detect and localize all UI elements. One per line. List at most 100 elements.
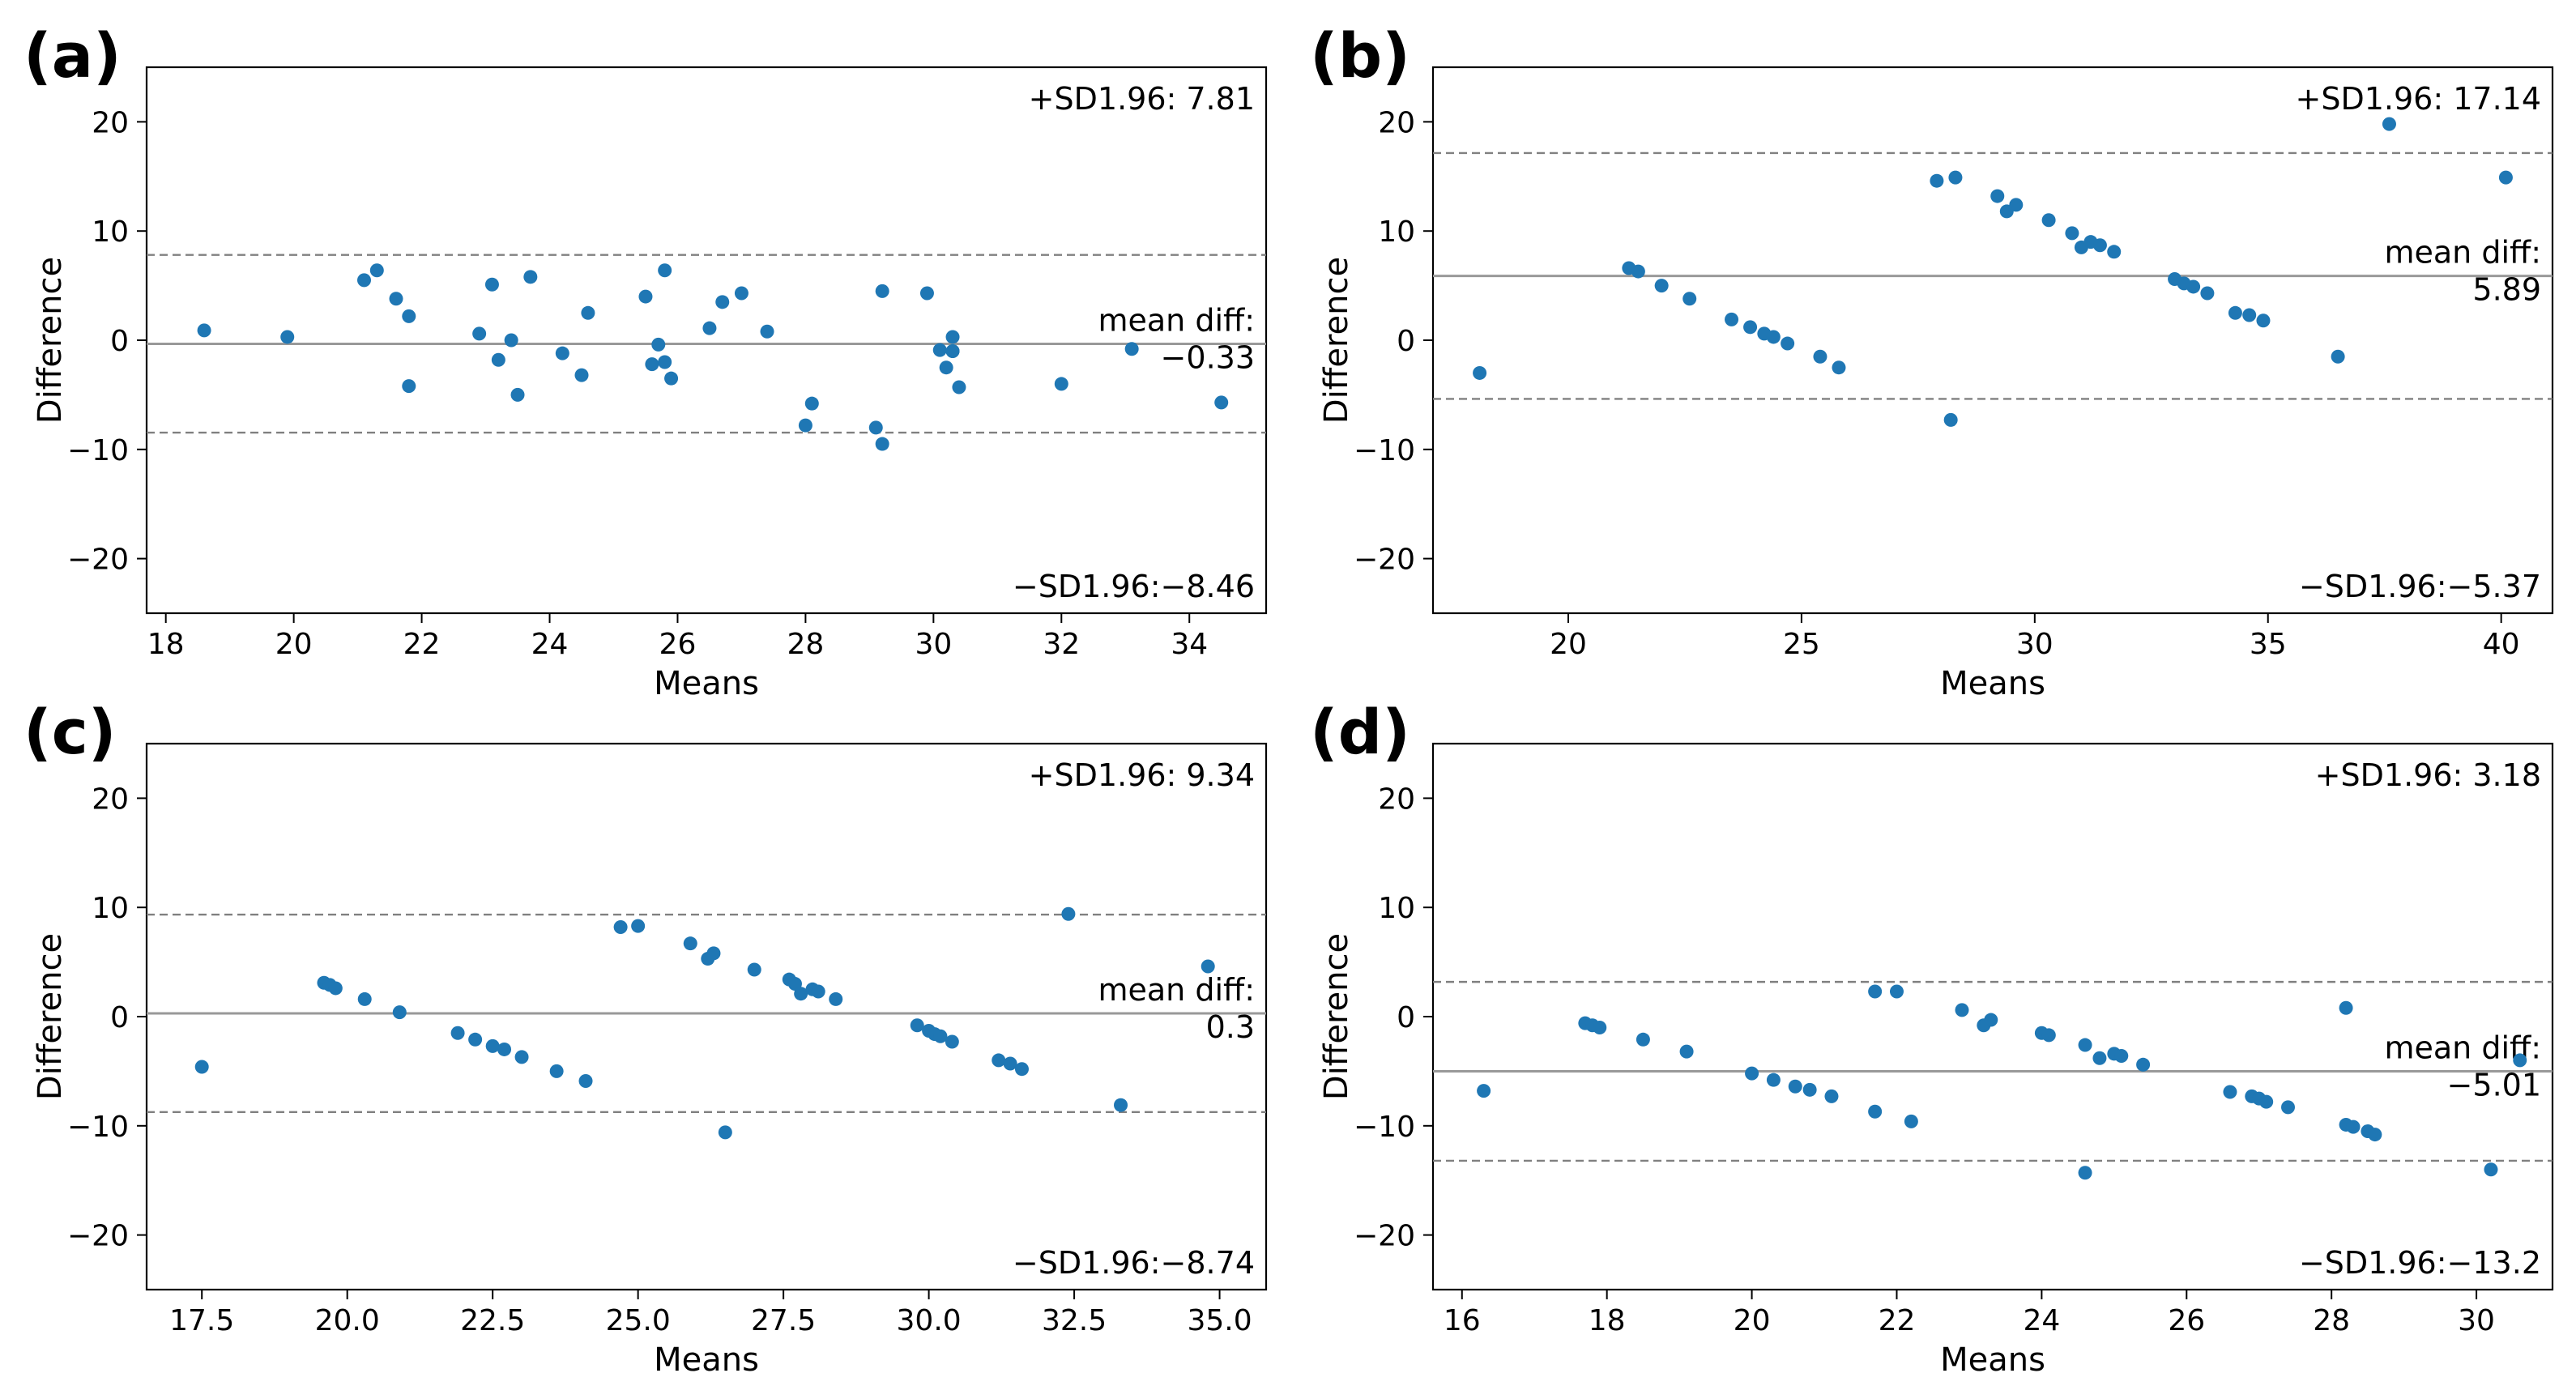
x-tick-label: 35.0: [1187, 1304, 1252, 1337]
x-tick-label: 27.5: [751, 1304, 816, 1337]
panel-label: (a): [23, 19, 122, 92]
x-tick-label: 25: [1783, 628, 1820, 661]
data-point: [683, 936, 697, 951]
data-point: [392, 1005, 407, 1020]
y-tick-label: −10: [67, 1111, 129, 1144]
data-point: [2041, 213, 2056, 228]
data-point: [2092, 1051, 2107, 1065]
data-point: [631, 919, 646, 933]
data-point: [2242, 308, 2257, 322]
data-point: [875, 437, 889, 451]
data-point: [484, 277, 499, 292]
data-point: [389, 292, 403, 306]
data-point: [485, 1038, 500, 1053]
data-point: [1214, 395, 1229, 410]
data-point: [197, 323, 211, 338]
y-tick-label: 10: [92, 215, 129, 249]
data-point: [2484, 1162, 2498, 1177]
x-tick-label: 40: [2483, 628, 2520, 661]
data-point: [2259, 1094, 2274, 1109]
data-point: [450, 1026, 465, 1040]
lower-loa-annotation: −SD1.96:−13.2: [2299, 1245, 2541, 1281]
data-point: [1725, 312, 1739, 326]
y-tick-label: 10: [1378, 892, 1415, 925]
x-axis-label: Means: [1940, 665, 2045, 702]
x-tick-label: 20.0: [315, 1304, 380, 1337]
data-point: [2107, 245, 2122, 259]
data-point: [2114, 1049, 2129, 1064]
data-point: [2228, 305, 2242, 320]
data-point: [514, 1050, 529, 1064]
mean-diff-annotation-value: −0.33: [1161, 339, 1255, 375]
data-point: [2078, 1166, 2092, 1180]
upper-loa-annotation: +SD1.96: 17.14: [2296, 81, 2542, 117]
data-point: [1904, 1114, 1918, 1128]
data-point: [510, 387, 525, 402]
data-point: [875, 284, 889, 298]
data-point: [638, 289, 653, 304]
data-point: [919, 286, 934, 301]
x-axis-label: Means: [654, 1341, 759, 1379]
plot-frame: [145, 742, 1268, 1291]
y-tick-label: 20: [1378, 783, 1415, 816]
data-point: [1930, 173, 1944, 188]
mean-diff-annotation-label: mean diff:: [1098, 972, 1255, 1008]
x-tick-label: 24: [2023, 1304, 2060, 1337]
data-point: [829, 992, 843, 1006]
data-point: [1788, 1079, 1802, 1094]
x-tick-label: 28: [787, 628, 824, 661]
data-point: [1813, 349, 1828, 364]
x-tick-label: 30: [2458, 1304, 2495, 1337]
data-point: [194, 1060, 209, 1074]
panel-label: (d): [1310, 696, 1410, 768]
data-point: [328, 981, 343, 996]
x-tick-label: 18: [1589, 1304, 1626, 1337]
x-tick-label: 22: [403, 628, 441, 661]
data-point: [952, 380, 966, 394]
data-point: [2065, 226, 2079, 241]
x-tick-label: 32.5: [1042, 1304, 1107, 1337]
data-point: [2346, 1119, 2361, 1134]
data-point: [2136, 1057, 2151, 1072]
data-point: [1766, 330, 1781, 344]
data-point: [555, 346, 569, 360]
x-tick-label: 30: [2016, 628, 2054, 661]
data-point: [472, 326, 487, 341]
x-tick-label: 32: [1043, 628, 1080, 661]
x-tick-label: 28: [2313, 1304, 2350, 1337]
data-point: [706, 946, 721, 961]
y-tick-label: −10: [1354, 434, 1415, 467]
chart-panel-4: (d) 16 18 20 22 24 26 28 30 20 10 0 −10 −20 Means Diffe…: [1310, 696, 2554, 1379]
data-point: [2498, 170, 2513, 185]
data-point: [2078, 1038, 2092, 1052]
data-point: [1477, 1084, 1491, 1098]
y-tick-label: 0: [110, 325, 129, 358]
x-tick-label: 20: [1550, 628, 1587, 661]
upper-loa-annotation: +SD1.96: 9.34: [1029, 757, 1255, 793]
data-point: [992, 1053, 1006, 1068]
mean-diff-annotation-value: −5.01: [2447, 1068, 2541, 1103]
y-tick-label: 20: [92, 783, 129, 816]
data-point: [549, 1064, 564, 1078]
y-tick-label: 20: [1378, 106, 1415, 139]
data-point: [1654, 279, 1669, 293]
data-point: [664, 371, 679, 386]
panel-label: (b): [1310, 19, 1410, 92]
data-point: [1948, 170, 1963, 185]
data-point: [491, 352, 505, 367]
data-point: [715, 295, 730, 309]
data-point: [702, 321, 717, 335]
data-point: [747, 962, 761, 977]
x-tick-label: 25.0: [606, 1304, 671, 1337]
data-point: [2041, 1028, 2056, 1043]
x-tick-label: 18: [147, 628, 185, 661]
x-tick-label: 26: [2168, 1304, 2205, 1337]
data-point: [2339, 1000, 2353, 1015]
data-point: [1955, 1003, 1969, 1017]
data-point: [369, 263, 384, 278]
lower-loa-annotation: −SD1.96:−5.37: [2299, 569, 2541, 604]
y-tick-label: 0: [1397, 325, 1415, 358]
data-point: [1868, 984, 1883, 999]
data-point: [613, 919, 628, 934]
chart-panel-2: (b) 20 25 30 35 40 20 10 0 −10 −20 Means Difference +…: [1310, 19, 2554, 702]
